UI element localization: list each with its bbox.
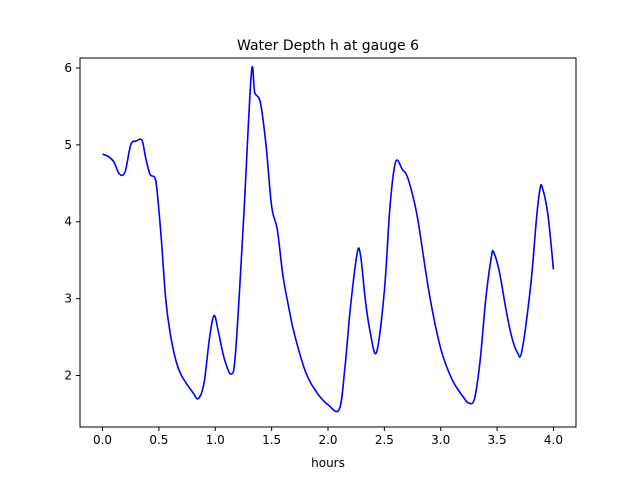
x-axis: 0.0 0.5 1.0 1.5 2.0 2.5 3.0 3.5 4.0 [93, 427, 563, 447]
series-layer [102, 65, 555, 413]
x-tick-label: 3.0 [431, 433, 450, 447]
y-tick-label: 5 [64, 138, 72, 152]
y-tick-label: 3 [64, 292, 72, 306]
x-tick-label: 2.5 [375, 433, 394, 447]
x-axis-label: hours [311, 456, 345, 470]
x-tick-label: 0.0 [93, 433, 112, 447]
y-tick-label: 6 [64, 61, 72, 75]
series-line-0 [102, 65, 555, 413]
x-tick-label: 0.5 [149, 433, 168, 447]
y-tick-label: 4 [64, 215, 72, 229]
x-tick-label: 4.0 [544, 433, 563, 447]
x-tick-label: 3.5 [488, 433, 507, 447]
x-tick-label: 2.0 [318, 433, 337, 447]
y-tick-label: 2 [64, 368, 72, 382]
y-axis: 2 3 4 5 6 [64, 61, 80, 382]
x-tick-label: 1.0 [206, 433, 225, 447]
x-tick-label: 1.5 [262, 433, 281, 447]
chart-title: Water Depth h at gauge 6 [237, 38, 419, 54]
